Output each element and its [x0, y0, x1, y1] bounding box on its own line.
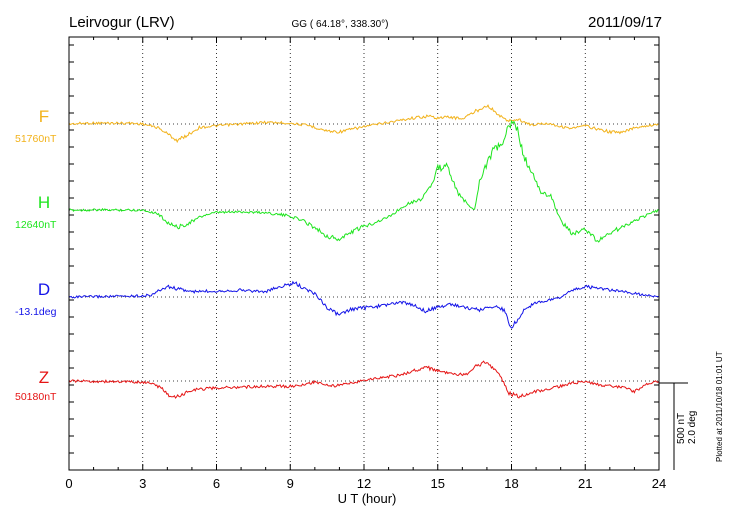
series-baseline-value-z: 50180nT: [15, 391, 57, 403]
scale-bar-nt-label: 500 nT: [676, 413, 687, 444]
series-line-f: [68, 104, 660, 144]
scale-bar: 500 nT 2.0 deg: [659, 382, 698, 470]
series-line-d: [68, 280, 660, 329]
x-tick-label-0: 0: [65, 476, 72, 491]
x-tick-label-21: 21: [578, 476, 592, 491]
series-baseline-value-d: -13.1deg: [15, 306, 57, 318]
series-label-f: F: [39, 107, 49, 126]
series-label-d: D: [38, 280, 50, 299]
axis-ticks: 0 3 6 9 12 15 18 21 24: [65, 37, 666, 491]
chart-subtitle: GG ( 64.18°, 338.30°): [292, 19, 389, 30]
chart-title: Leirvogur (LRV): [69, 14, 175, 31]
x-axis-label: U T (hour): [338, 491, 397, 506]
grid-lines: [69, 37, 659, 470]
series-layer: [68, 104, 660, 399]
plotted-note: Plotted at 2011/10/18 01:01 UT: [715, 351, 724, 462]
series-line-z: [68, 360, 660, 399]
series-label-z: Z: [39, 368, 49, 387]
x-tick-label-15: 15: [431, 476, 445, 491]
chart-date: 2011/09/17: [588, 14, 662, 31]
series-baseline-value-f: 51760nT: [15, 133, 57, 145]
series-line-h: [68, 119, 660, 243]
x-tick-label-3: 3: [139, 476, 146, 491]
series-label-h: H: [38, 193, 50, 212]
x-tick-label-9: 9: [287, 476, 294, 491]
series-labels: F 51760nT H 12640nT D -13.1deg Z 50180nT: [15, 107, 57, 403]
x-tick-label-6: 6: [213, 476, 220, 491]
series-baseline-value-h: 12640nT: [15, 219, 57, 231]
x-tick-label-24: 24: [652, 476, 666, 491]
x-tick-label-12: 12: [357, 476, 371, 491]
scale-bar-deg-label: 2.0 deg: [687, 411, 698, 444]
x-tick-label-18: 18: [504, 476, 518, 491]
